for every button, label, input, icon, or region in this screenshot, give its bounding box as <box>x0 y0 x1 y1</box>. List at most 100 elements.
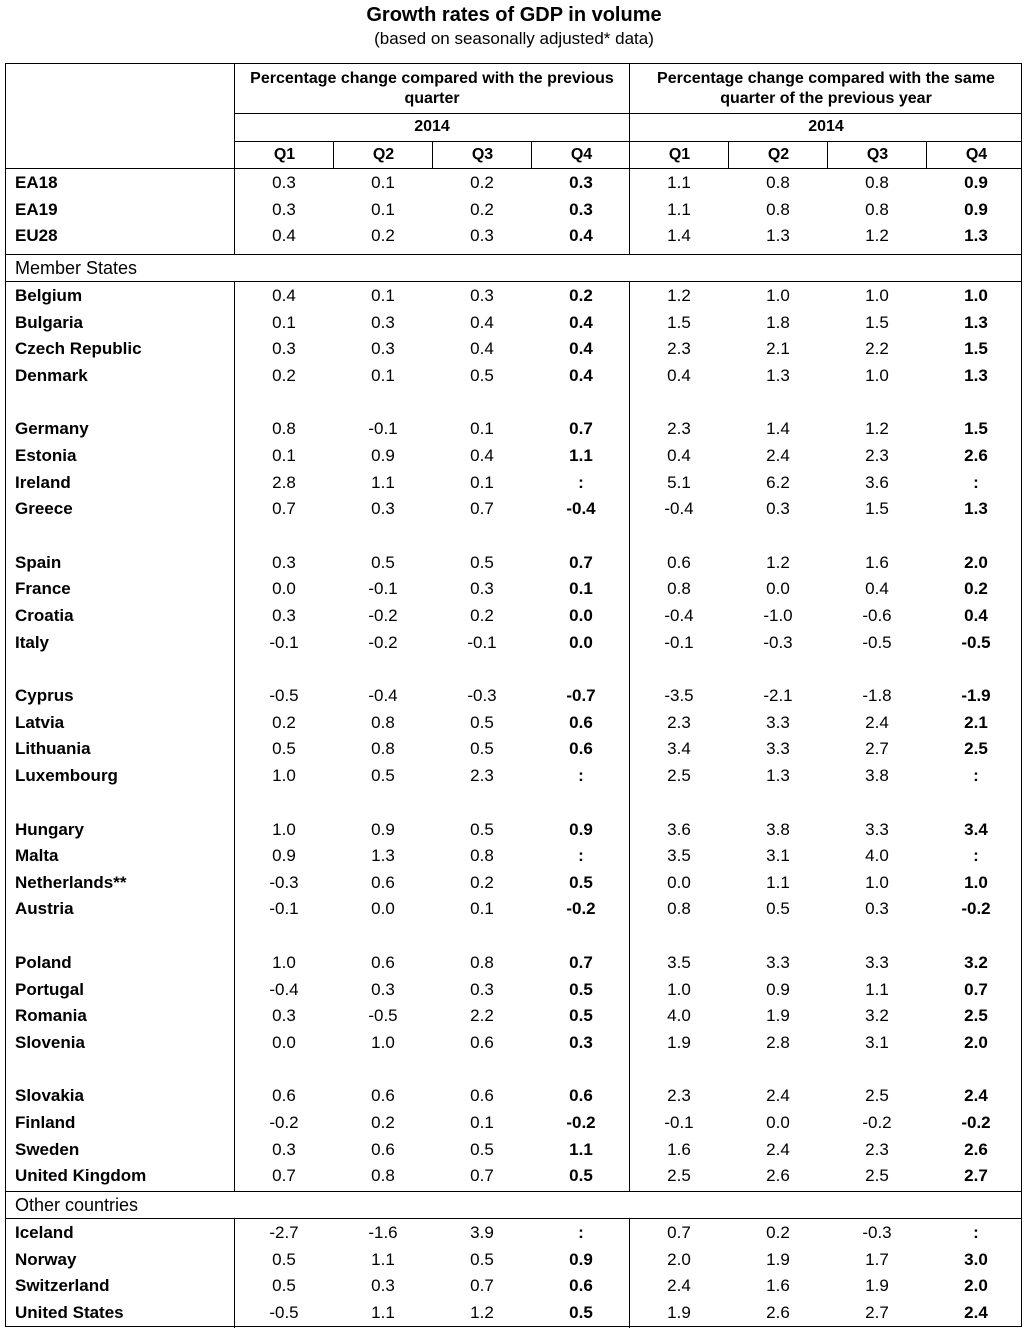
table-row: Germany 0.8 -0.1 0.1 0.7 2.3 1.4 1.2 1.5 <box>6 416 1023 442</box>
table-cell: 0.5 <box>272 1276 296 1295</box>
table-cell: 2.5 <box>667 1166 691 1185</box>
country-label: Finland <box>15 1113 76 1132</box>
table-cell: 0.6 <box>371 1086 395 1105</box>
table-cell: 2.4 <box>766 446 790 465</box>
table-cell: 1.0 <box>964 286 988 305</box>
table-cell: 0.5 <box>569 980 593 999</box>
table-cell: 0.5 <box>470 1250 494 1269</box>
table-cell: 3.3 <box>766 713 790 732</box>
table-cell: -0.1 <box>368 419 398 438</box>
country-label: Slovenia <box>15 1033 85 1052</box>
table-cell: 0.6 <box>470 1033 494 1052</box>
country-label: United Kingdom <box>15 1166 147 1185</box>
table-cell: 1.6 <box>865 553 889 572</box>
table-cell: 2.5 <box>964 1006 988 1025</box>
table-cell: 2.4 <box>667 1276 691 1295</box>
table-cell: -0.1 <box>269 899 299 918</box>
table-cell: 0.3 <box>371 313 395 332</box>
table-cell: 0.5 <box>470 820 494 839</box>
table-cell: -3.5 <box>664 686 694 705</box>
table-cell: 0.4 <box>865 579 889 598</box>
country-label: Czech Republic <box>15 339 142 358</box>
table-cell: 1.0 <box>371 1033 395 1052</box>
country-label: Hungary <box>15 820 84 839</box>
table-row: France 0.0 -0.1 0.3 0.1 0.8 0.0 0.4 0.2 <box>6 576 1023 602</box>
country-label: Latvia <box>15 713 65 732</box>
table-cell: 1.0 <box>272 766 296 785</box>
table-cell: 0.6 <box>272 1086 296 1105</box>
table-cell: -0.4 <box>664 606 694 625</box>
quarter-header-q4: Q4 <box>570 146 593 163</box>
table-cell: 1.0 <box>272 820 296 839</box>
table-cell: 2.5 <box>865 1086 889 1105</box>
table-cell: 1.0 <box>964 873 988 892</box>
table-cell: 2.6 <box>964 446 988 465</box>
table-cell: 2.8 <box>766 1033 790 1052</box>
table-cell: 0.8 <box>667 579 691 598</box>
table-cell: -1.8 <box>862 686 892 705</box>
table-row: EA19 0.3 0.1 0.2 0.3 1.1 0.8 0.8 0.9 <box>6 197 1023 223</box>
table-row: Portugal -0.4 0.3 0.3 0.5 1.0 0.9 1.1 0.7 <box>6 977 1023 1003</box>
table-cell: -0.1 <box>368 579 398 598</box>
table-cell: 2.5 <box>865 1166 889 1185</box>
table-cell: 0.4 <box>569 366 593 385</box>
table-cell: 1.5 <box>964 339 988 358</box>
table-cell: 0.4 <box>470 313 494 332</box>
table-cell: 1.3 <box>766 766 790 785</box>
table-cell: : <box>578 473 584 492</box>
table-cell: 0.0 <box>371 899 395 918</box>
table-cell: 1.9 <box>667 1033 691 1052</box>
table-cell: 0.7 <box>667 1223 691 1242</box>
table-cell: 1.1 <box>569 1140 593 1159</box>
table-cell: 0.5 <box>470 1140 494 1159</box>
table-cell: 0.7 <box>470 1276 494 1295</box>
table-cell: 1.1 <box>667 200 691 219</box>
table-cell: 2.5 <box>667 766 691 785</box>
table-cell: 0.5 <box>569 873 593 892</box>
table-cell: 0.2 <box>371 1113 395 1132</box>
group-header-previous-quarter: Percentage change compared with the prev… <box>250 70 614 107</box>
table-cell: 0.5 <box>470 739 494 758</box>
table-cell: -0.4 <box>566 499 596 518</box>
table-cell: 1.8 <box>766 313 790 332</box>
quarter-header-q1: Q1 <box>668 146 691 163</box>
table-cell: 1.3 <box>964 499 988 518</box>
table-cell: 1.1 <box>569 446 593 465</box>
table-cell: 3.6 <box>865 473 889 492</box>
table-row: Czech Republic 0.3 0.3 0.4 0.4 2.3 2.1 2.2 1.5 <box>6 336 1023 362</box>
table-cell: 0.3 <box>371 499 395 518</box>
table-cell: 0.6 <box>569 739 593 758</box>
table-cell: 0.1 <box>470 419 494 438</box>
table-cell: 0.5 <box>272 739 296 758</box>
table-cell: -0.3 <box>269 873 299 892</box>
table-cell: 1.1 <box>865 980 889 999</box>
table-cell: 1.1 <box>371 1303 395 1322</box>
country-label: Spain <box>15 553 62 572</box>
table-cell: 0.2 <box>470 606 494 625</box>
table-cell: -0.1 <box>269 633 299 652</box>
table-cell: 1.2 <box>865 226 889 245</box>
table-cell: -0.2 <box>961 899 991 918</box>
table-cell: 2.6 <box>964 1140 988 1159</box>
table-cell: 0.2 <box>470 873 494 892</box>
table-cell: 0.5 <box>569 1303 593 1322</box>
header-bottom-rule <box>6 168 1021 169</box>
country-label: Poland <box>15 953 72 972</box>
table-cell: -2.7 <box>269 1223 299 1242</box>
table-cell: : <box>973 846 979 865</box>
table-row: Norway 0.5 1.1 0.5 0.9 2.0 1.9 1.7 3.0 <box>6 1247 1023 1273</box>
table-cell: 3.8 <box>766 820 790 839</box>
quarter-divider <box>432 142 433 168</box>
table-cell: -1.9 <box>961 686 991 705</box>
page-title: Growth rates of GDP in volume <box>366 4 662 26</box>
table-row: EU28 0.4 0.2 0.3 0.4 1.4 1.3 1.2 1.3 <box>6 223 1023 249</box>
table-cell: 0.2 <box>272 713 296 732</box>
table-cell: 2.5 <box>964 739 988 758</box>
table-cell: -0.2 <box>368 606 398 625</box>
table-cell: 0.8 <box>766 200 790 219</box>
country-label: Switzerland <box>15 1276 110 1295</box>
table-cell: : <box>578 846 584 865</box>
quarter-divider <box>827 142 828 168</box>
table-cell: 1.2 <box>667 286 691 305</box>
table-cell: 0.9 <box>964 200 988 219</box>
